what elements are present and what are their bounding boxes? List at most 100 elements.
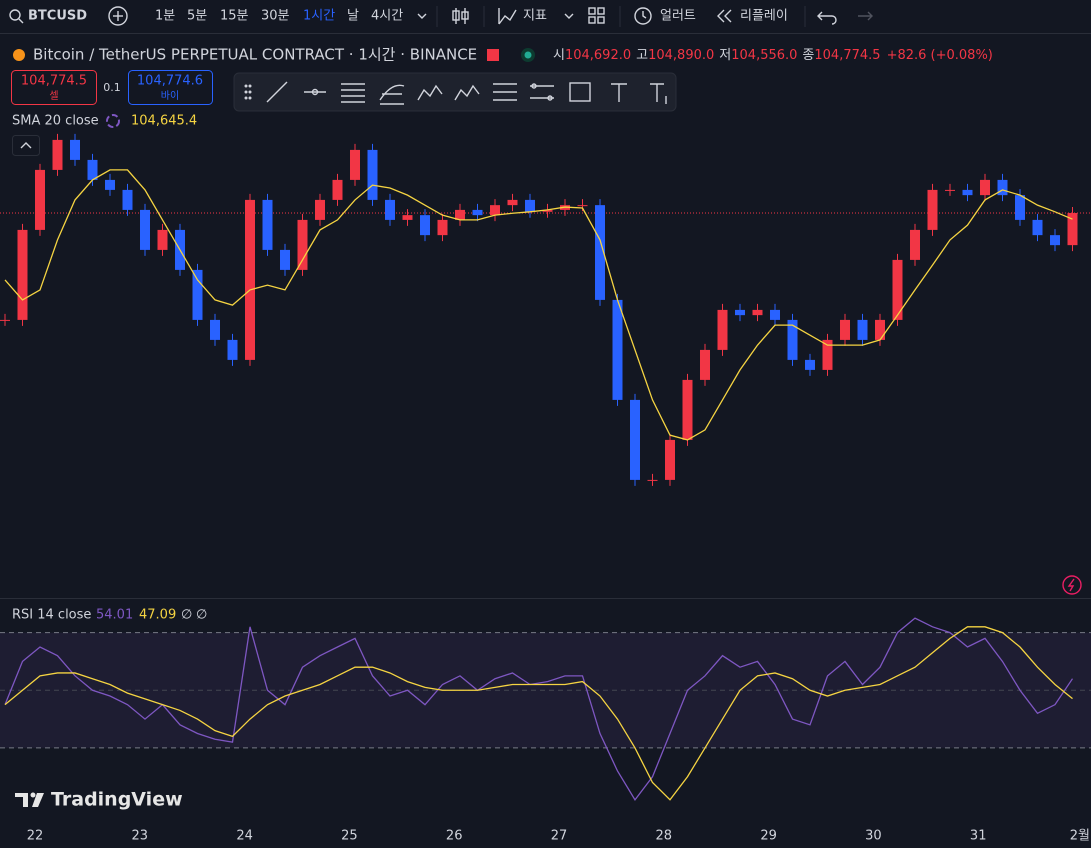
- candle: [490, 205, 500, 216]
- candle: [420, 215, 430, 236]
- candle: [805, 359, 815, 370]
- rsi-value: 54.01: [96, 608, 133, 623]
- candle: [612, 299, 623, 400]
- interval-button[interactable]: 1분: [155, 9, 175, 24]
- candle: [752, 309, 763, 316]
- time-label: 25: [341, 829, 358, 844]
- alert-icon[interactable]: [634, 7, 652, 25]
- candle: [1032, 219, 1043, 236]
- rsi-extra: ∅: [181, 608, 192, 623]
- candle: [857, 319, 868, 340]
- candle: [262, 199, 273, 250]
- sma-line: [4, 169, 1073, 441]
- alert-button[interactable]: 얼러트: [660, 9, 696, 24]
- candle: [1015, 195, 1025, 220]
- price-pane: [0, 133, 1091, 486]
- candle: [87, 159, 98, 180]
- candle: [630, 399, 640, 480]
- candle: [1050, 235, 1060, 246]
- candle: [665, 439, 675, 480]
- indicators-button[interactable]: 지표: [523, 9, 547, 24]
- candle: [927, 189, 938, 230]
- candle: [542, 209, 553, 212]
- time-label: 23: [132, 829, 149, 844]
- ohlc-label: 저: [719, 48, 731, 63]
- search-icon[interactable]: [9, 9, 24, 24]
- candle: [822, 339, 833, 370]
- candle: [507, 199, 518, 206]
- collapse-legend[interactable]: [12, 135, 40, 156]
- candle: [770, 309, 780, 320]
- candle: [700, 349, 710, 380]
- sma-settings[interactable]: [106, 114, 120, 128]
- layouts[interactable]: [588, 7, 605, 24]
- rsi-label: RSI 14 close: [12, 608, 91, 623]
- candle: [17, 229, 28, 320]
- quick-action[interactable]: [1062, 575, 1082, 595]
- candle: [647, 479, 658, 481]
- add-symbol[interactable]: [108, 6, 128, 26]
- candle: [122, 189, 133, 210]
- replay-icon[interactable]: [717, 9, 732, 23]
- chart-type[interactable]: [452, 8, 469, 24]
- time-label: 29: [760, 829, 777, 844]
- candle: [595, 205, 605, 300]
- collapse-icon: [20, 142, 32, 149]
- candle: [245, 199, 255, 360]
- time-label: 22: [27, 829, 44, 844]
- symbol[interactable]: BTCUSD: [28, 9, 87, 24]
- candle: [227, 339, 238, 360]
- sell-price: 104,774.5: [21, 74, 87, 89]
- ohlc-value: 104,692.0: [565, 48, 631, 63]
- candle: [577, 205, 588, 207]
- time-axis: 22 23 24 25 26 27 28 29 30 31 2월: [27, 829, 1090, 844]
- sma-label: SMA 20 close: [12, 114, 99, 129]
- branding: TradingView: [51, 789, 183, 811]
- candle: [717, 309, 728, 350]
- dropdown[interactable]: [564, 13, 574, 19]
- interval-button[interactable]: 4시간: [371, 9, 403, 24]
- candle: [840, 319, 850, 340]
- ohlc-label: 종: [802, 48, 814, 63]
- interval-group: 1분 5분 15분 30분 1시간 날 4시간: [155, 9, 427, 24]
- candle: [1067, 213, 1078, 246]
- candle: [350, 149, 360, 180]
- candle: [140, 209, 150, 250]
- redo[interactable]: [858, 11, 873, 21]
- candle: [385, 199, 395, 220]
- candle: [962, 189, 973, 196]
- rsi-line: [4, 617, 1074, 801]
- candle: [192, 269, 203, 320]
- time-label: 24: [236, 829, 253, 844]
- undo[interactable]: [817, 11, 837, 25]
- sell-button[interactable]: [11, 70, 97, 105]
- time-label: 27: [551, 829, 568, 844]
- interval-button[interactable]: 날: [347, 9, 359, 24]
- replay-button[interactable]: 리플레이: [740, 9, 788, 24]
- interval-button[interactable]: 5분: [187, 9, 207, 24]
- time-label: 2월: [1070, 829, 1090, 844]
- interval-dropdown[interactable]: [417, 13, 427, 19]
- interval-button[interactable]: 30분: [261, 9, 290, 24]
- buy-price: 104,774.6: [137, 74, 203, 89]
- interval-button[interactable]: 15분: [220, 9, 249, 24]
- interval-button[interactable]: 1시간: [303, 9, 335, 24]
- candle: [682, 379, 693, 440]
- ohlc-value: 104,890.0: [648, 48, 714, 63]
- legend-title: Bitcoin / TetherUS PERPETUAL CONTRACT · …: [33, 46, 477, 64]
- flag[interactable]: [487, 49, 499, 61]
- candle: [315, 199, 325, 220]
- branding-logo: [15, 792, 44, 807]
- candle: [332, 179, 343, 200]
- symbol-logo: [13, 49, 25, 61]
- ohlc-values: 시104,692.0 고104,890.0 저104,556.0 종104,774.5…: [553, 48, 993, 63]
- candle: [437, 219, 448, 236]
- time-label: 31: [970, 829, 987, 844]
- time-label: 30: [865, 829, 882, 844]
- buy-button[interactable]: [128, 70, 213, 105]
- indicators-icon[interactable]: [498, 8, 517, 25]
- candle: [70, 139, 80, 160]
- candle: [735, 309, 745, 316]
- time-label: 28: [656, 829, 673, 844]
